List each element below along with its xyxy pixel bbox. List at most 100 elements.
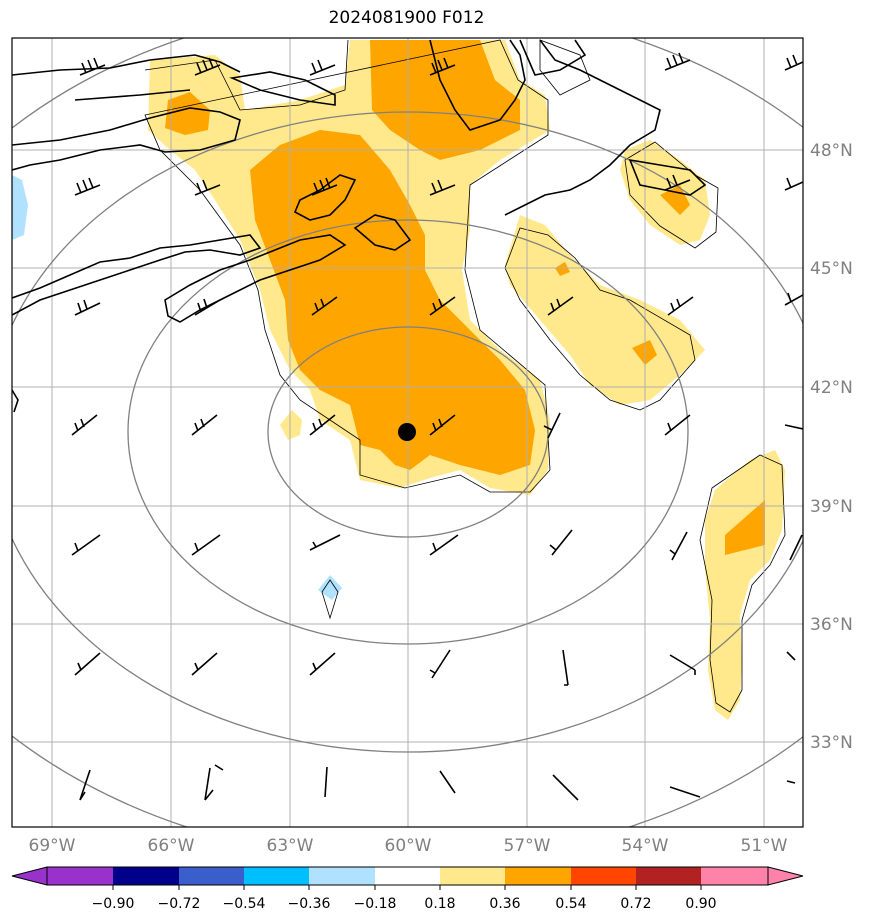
wind-barb bbox=[664, 174, 691, 191]
wind-barb bbox=[74, 652, 101, 676]
wind-barb bbox=[429, 534, 459, 556]
wind-barb bbox=[429, 57, 456, 76]
colorbar-extend-high bbox=[767, 866, 804, 886]
contour-region-mid bbox=[555, 262, 570, 276]
wind-barb bbox=[784, 177, 803, 191]
colorbar-segment bbox=[309, 867, 375, 885]
colorbar-segment bbox=[636, 867, 701, 885]
contour-lines bbox=[144, 39, 786, 713]
lon-label: 60°W bbox=[385, 836, 432, 856]
wind-barb bbox=[194, 298, 221, 316]
colorbar-tick-label: −0.36 bbox=[288, 896, 331, 912]
contour-region-low bbox=[280, 410, 302, 440]
wind-barb bbox=[429, 296, 456, 316]
wind-barb bbox=[79, 57, 106, 76]
colorbar-tick-label: 0.36 bbox=[489, 896, 520, 912]
wind-barb bbox=[669, 531, 688, 561]
colorbar-segment bbox=[440, 867, 505, 885]
wind-barbs bbox=[71, 52, 803, 801]
colorbar-border bbox=[46, 866, 769, 886]
colorbar-segment bbox=[375, 867, 440, 885]
wind-barb bbox=[74, 177, 101, 196]
colorbar-segment bbox=[571, 867, 636, 885]
colorbar-segment bbox=[505, 867, 571, 885]
contour-region-neg bbox=[12, 175, 28, 240]
colorbar-tick-label: −0.54 bbox=[223, 896, 266, 912]
colorbar-segment bbox=[179, 867, 244, 885]
wind-barb bbox=[191, 414, 218, 436]
contour-region-mid bbox=[660, 185, 690, 215]
contour-region-mid bbox=[165, 92, 210, 135]
wind-barb bbox=[311, 296, 338, 316]
wind-barb bbox=[194, 57, 221, 76]
wind-barb bbox=[664, 52, 691, 71]
wind-barb bbox=[547, 296, 574, 316]
wind-barb bbox=[667, 296, 694, 316]
colorbar-tick-label: −0.90 bbox=[92, 896, 135, 912]
contour-region-mid bbox=[250, 130, 535, 475]
lat-label: 48°N bbox=[810, 141, 853, 161]
lon-label: 54°W bbox=[622, 836, 669, 856]
wind-barb bbox=[204, 764, 224, 801]
wind-barb bbox=[552, 774, 579, 801]
wind-barb bbox=[786, 780, 796, 784]
lon-label: 66°W bbox=[148, 836, 195, 856]
wind-barb bbox=[74, 299, 101, 316]
wind-barb bbox=[429, 649, 451, 679]
colorbar-tick-label: 0.18 bbox=[424, 896, 455, 912]
lon-label: 69°W bbox=[29, 836, 76, 856]
contour-region-neg bbox=[318, 575, 342, 600]
wind-barb bbox=[194, 179, 221, 196]
wind-barb bbox=[71, 414, 98, 436]
lon-label: 57°W bbox=[504, 836, 551, 856]
wind-barb bbox=[311, 177, 338, 196]
wind-barb bbox=[309, 59, 336, 76]
colorbar-segment bbox=[47, 867, 113, 885]
coastlines bbox=[12, 39, 707, 413]
wind-barb bbox=[309, 414, 336, 436]
wind-barb bbox=[191, 652, 218, 676]
lat-label: 36°N bbox=[810, 615, 853, 635]
wind-barb bbox=[784, 54, 803, 71]
colorbar: −0.90 −0.72 −0.54 −0.36 −0.18 0.18 0.36 … bbox=[11, 866, 804, 912]
lon-label: 63°W bbox=[267, 836, 314, 856]
wind-barb bbox=[784, 292, 803, 306]
colorbar-tick-label: −0.18 bbox=[354, 896, 397, 912]
lat-label: 39°N bbox=[810, 497, 853, 517]
wind-barb bbox=[79, 769, 91, 801]
colorbar-segment bbox=[113, 867, 179, 885]
lon-labels: 69°W 66°W 63°W 60°W 57°W 54°W 51°W bbox=[29, 836, 788, 856]
wind-barb bbox=[191, 534, 221, 556]
lat-label: 45°N bbox=[810, 259, 853, 279]
colorbar-extend-low bbox=[11, 866, 48, 886]
chart-title: 2024081900 F012 bbox=[328, 8, 485, 28]
colorbar-segment bbox=[701, 867, 768, 885]
wind-barb bbox=[669, 786, 701, 798]
colorbar-tick-label: 0.72 bbox=[620, 896, 651, 912]
contour-region-low bbox=[505, 215, 705, 405]
colorbar-tick-label: −0.72 bbox=[158, 896, 201, 912]
graticule bbox=[12, 38, 803, 827]
map-border bbox=[11, 37, 804, 828]
colorbar-tick-label: 0.54 bbox=[555, 896, 586, 912]
wind-barb bbox=[429, 414, 456, 436]
wind-barb bbox=[664, 414, 691, 436]
lon-label: 51°W bbox=[741, 836, 788, 856]
wind-barb bbox=[784, 424, 803, 430]
colorbar-tick-label: 0.90 bbox=[685, 896, 716, 912]
wind-barb bbox=[562, 649, 569, 686]
contour-region-mid bbox=[725, 500, 765, 555]
wind-barb bbox=[439, 770, 456, 794]
wind-barb bbox=[786, 651, 796, 661]
colorbar-ticks bbox=[112, 885, 702, 890]
wind-barb bbox=[549, 529, 573, 556]
wind-barb bbox=[429, 179, 456, 196]
wind-barb bbox=[789, 534, 803, 561]
lat-labels: 48°N 45°N 42°N 39°N 36°N 33°N bbox=[810, 141, 853, 753]
lat-label: 42°N bbox=[810, 378, 853, 398]
wind-barb bbox=[324, 766, 328, 798]
wind-barb bbox=[71, 534, 101, 556]
lat-label: 33°N bbox=[810, 733, 853, 753]
wind-barb bbox=[669, 654, 696, 675]
